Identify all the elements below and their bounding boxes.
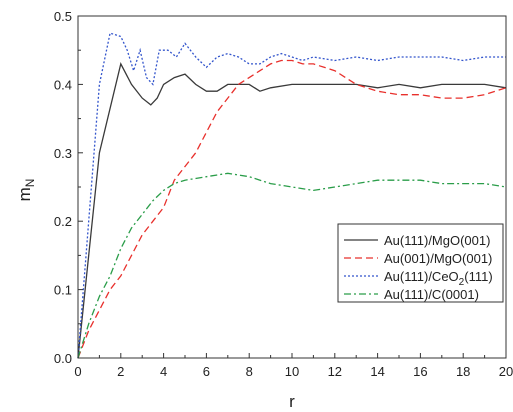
series-line-au111-ceo2111	[77, 32, 506, 359]
x-tick-label: 18	[456, 364, 470, 379]
plot-frame	[77, 15, 507, 359]
legend-label-au111-c0001: Au(111)/C(0001)	[384, 287, 479, 302]
legend: Au(111)/MgO(001) Au(001)/MgO(001) Au(111)/…	[337, 223, 504, 303]
legend-box	[337, 223, 504, 303]
x-tick-label: 14	[370, 364, 384, 379]
y-tick-label: 0.4	[54, 77, 72, 92]
series-line-au111-c0001	[77, 172, 507, 359]
x-tick-label: 10	[285, 364, 299, 379]
series-line-au001-mgo001	[77, 59, 507, 359]
series-layer	[77, 32, 507, 359]
legend-label-au111-ceo2111: Au(111)/CeO2(111)	[384, 269, 493, 288]
y-tick-label: 0.0	[54, 351, 72, 366]
y-axis-label-sub: N	[23, 179, 37, 188]
x-tick-label: 0	[74, 364, 81, 379]
legend-label-au001-mgo001: Au(001)/MgO(001)	[384, 251, 492, 266]
series-line-au111-mgo001	[77, 62, 507, 359]
x-tick-label: 8	[246, 364, 253, 379]
x-tick-label: 16	[413, 364, 427, 379]
y-tick-label: 0.5	[54, 9, 72, 24]
legend-label-au111-mgo001: Au(111)/MgO(001)	[384, 233, 490, 248]
y-tick-label: 0.3	[54, 146, 72, 161]
x-tick-label: 20	[499, 364, 513, 379]
y-axis-label-main: m	[15, 187, 34, 201]
x-tick-label: 2	[117, 364, 124, 379]
x-tick-label: 12	[328, 364, 342, 379]
x-tick-label: 4	[160, 364, 167, 379]
x-axis-label: r	[289, 392, 295, 411]
y-tick-label: 0.2	[54, 214, 72, 229]
y-tick-label: 0.1	[54, 283, 72, 298]
ticks-layer: 0 2 4 6 8 10 12 14 16 18 20 0.0 0.1 0.2 0.3 0.4 0.5	[54, 9, 513, 379]
x-tick-label: 6	[203, 364, 210, 379]
y-axis-label: mN	[15, 179, 37, 202]
